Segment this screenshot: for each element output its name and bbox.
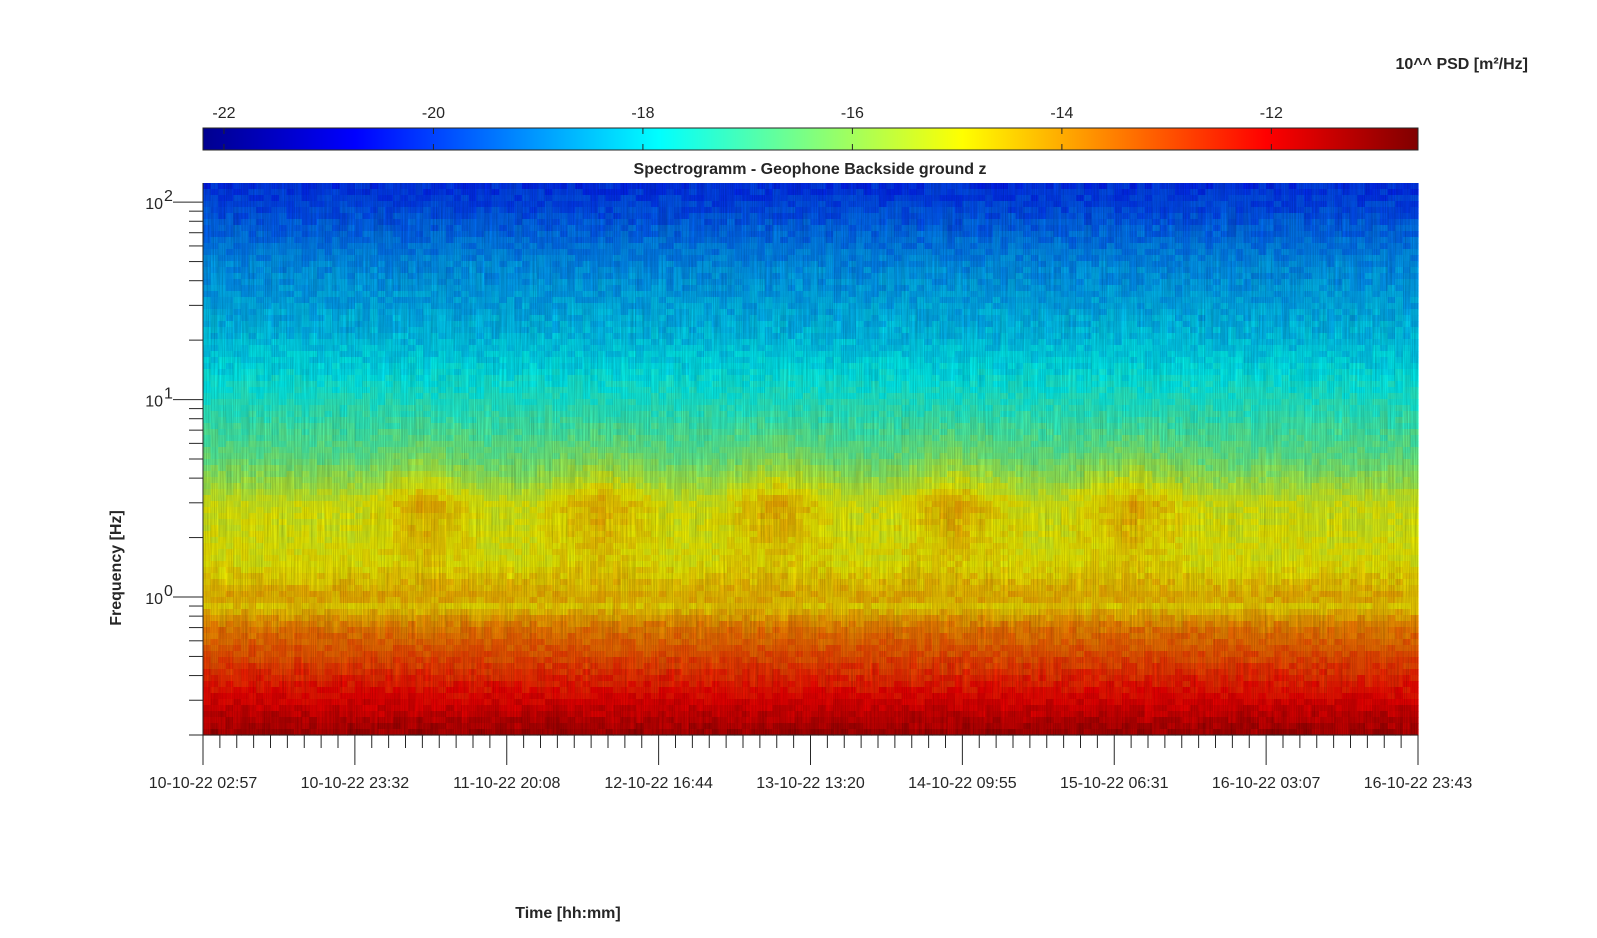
plot-area <box>203 183 1419 736</box>
colorbar-tick-label: -22 <box>212 105 235 122</box>
chart-title: Spectrogramm - Geophone Backside ground … <box>634 161 987 178</box>
colorbar-tick-label: -12 <box>1260 105 1283 122</box>
colorbar-tick-label: -18 <box>631 105 654 122</box>
colorbar: -22 -20 -18 -16 -14 -12 <box>202 105 1419 151</box>
colorbar-tick-label: -14 <box>1050 105 1073 122</box>
colorbar-tick-label: -20 <box>422 105 445 122</box>
colorbar-ticks: -22 -20 -18 -16 -14 -12 <box>212 105 1283 150</box>
colorbar-label: 10^^ PSD [m²/Hz] <box>1396 56 1528 73</box>
colorbar-gradient <box>202 127 1419 151</box>
colorbar-tick-label: -16 <box>841 105 864 122</box>
